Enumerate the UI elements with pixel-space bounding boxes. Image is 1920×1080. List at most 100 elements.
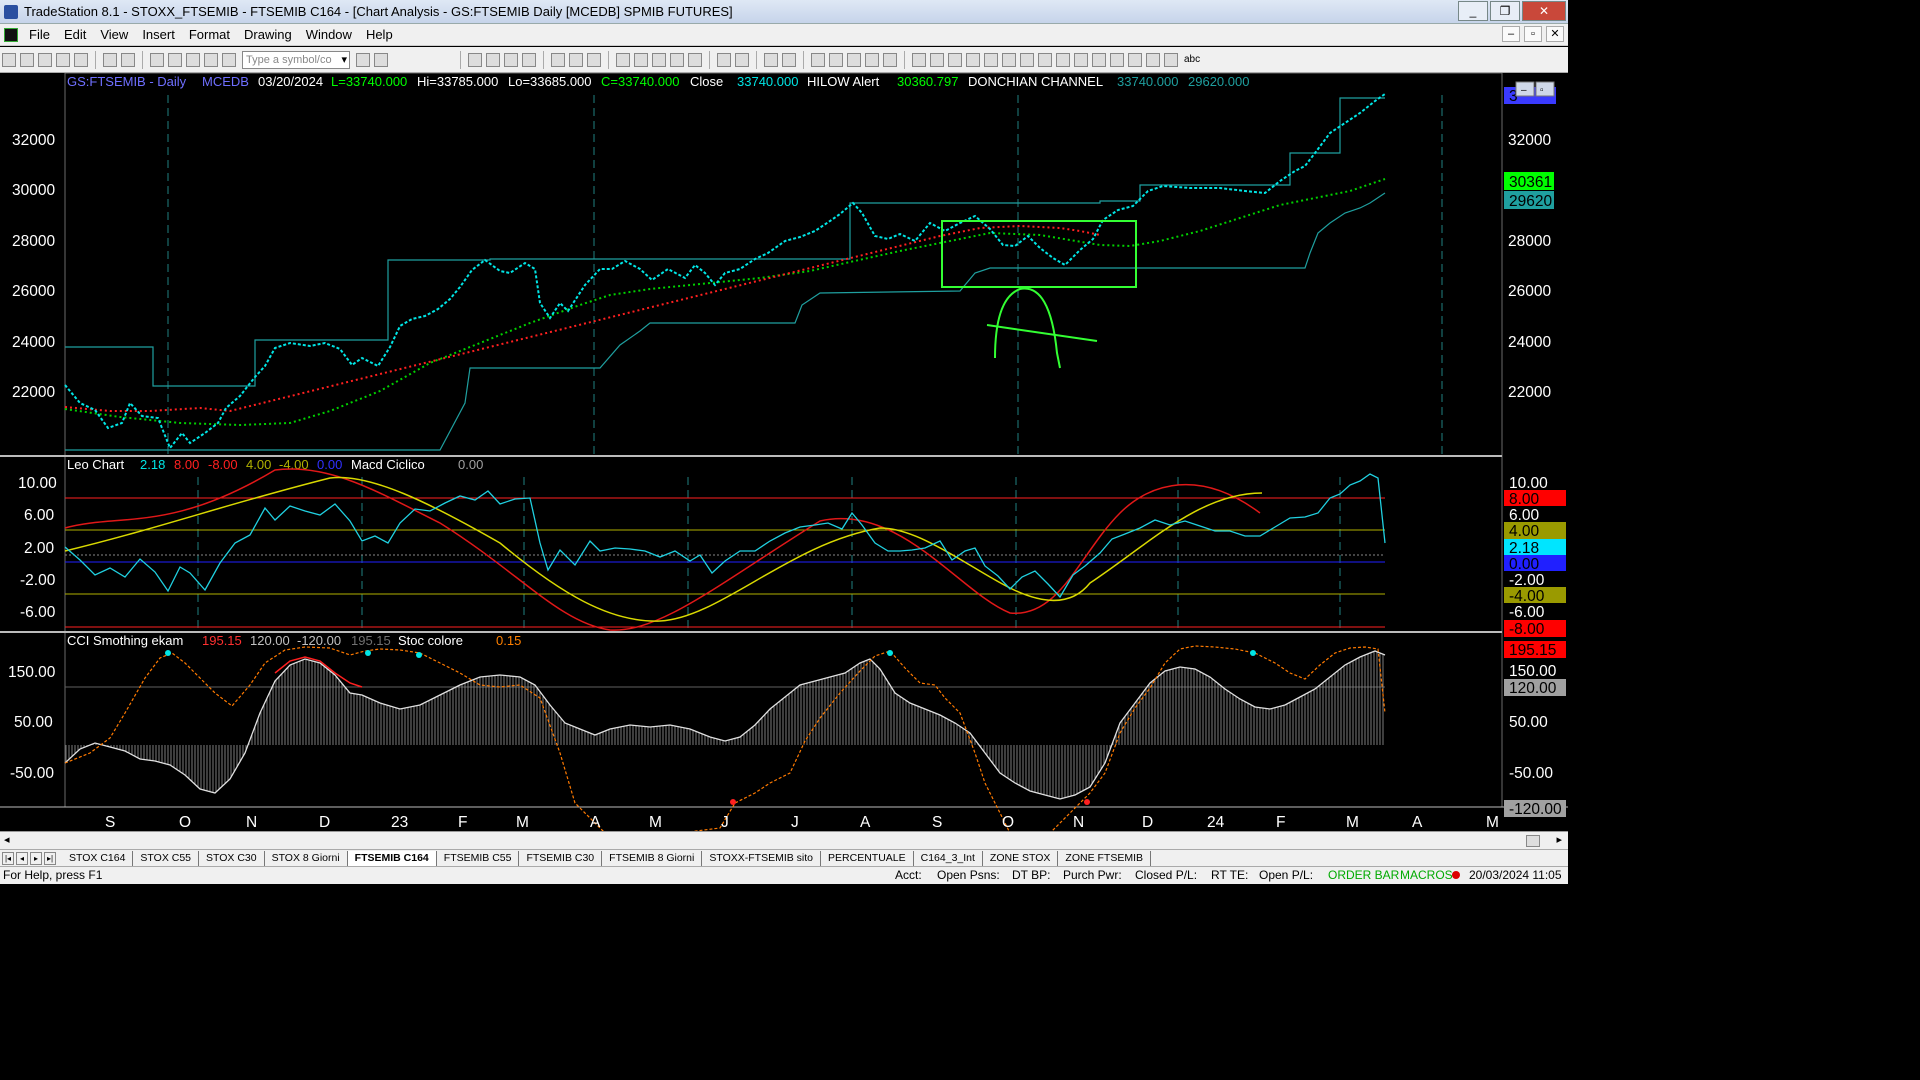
go-arrow-icon[interactable] (356, 52, 370, 67)
scanner-icon[interactable] (670, 52, 684, 67)
window-arrange-icon[interactable] (150, 52, 164, 67)
close-button[interactable]: ✕ (1522, 1, 1566, 21)
workspace-tab[interactable]: STOX 8 Giorni (265, 850, 348, 866)
chevron-down-icon[interactable]: ▾ (341, 53, 347, 66)
bar-chart-icon[interactable] (688, 52, 702, 67)
workspace-tab[interactable]: ZONE STOX (983, 850, 1059, 866)
find-symbol-icon[interactable] (374, 52, 388, 67)
horizontal-line-icon[interactable] (948, 52, 962, 67)
arrow-line-icon[interactable] (1020, 52, 1034, 67)
menu-format[interactable]: Format (188, 27, 230, 42)
print-preview-icon[interactable] (121, 52, 135, 67)
link-icon[interactable] (204, 52, 218, 67)
chart-icon[interactable] (616, 52, 630, 67)
pointer-icon[interactable] (811, 52, 825, 67)
speedline-icon[interactable] (1002, 52, 1016, 67)
annotation-rectangle[interactable] (941, 220, 1137, 288)
order-bar-button[interactable]: ORDER BAR (1328, 868, 1400, 882)
delete-drawings-icon[interactable] (883, 52, 897, 67)
move-icon[interactable] (829, 52, 843, 67)
axis-badge-text: 150.00 (1509, 663, 1557, 680)
matrix-icon[interactable] (652, 52, 666, 67)
workspace-tab[interactable]: C164_3_Int (914, 850, 983, 866)
menu-window[interactable]: Window (305, 27, 352, 42)
annotation-freehand-arc[interactable] (994, 287, 1061, 369)
open-icon[interactable] (20, 52, 34, 67)
grid-icon[interactable] (504, 52, 518, 67)
strategy-icon[interactable] (569, 52, 583, 67)
workspace-tab[interactable]: PERCENTUALE (821, 850, 914, 866)
scroll-right-icon[interactable]: ▸ (1556, 834, 1562, 846)
zoom-out-icon[interactable] (782, 52, 796, 67)
workspace-tab[interactable]: STOXX-FTSEMIB sito (702, 850, 822, 866)
menu-file[interactable]: File (29, 27, 50, 42)
ellipse-icon[interactable] (1146, 52, 1160, 67)
child-minimize-button[interactable]: – (1502, 26, 1520, 42)
workspace-tab[interactable]: FTSEMIB 8 Giorni (602, 850, 703, 866)
workspace-tab[interactable]: FTSEMIB C30 (519, 850, 603, 866)
axis-badge (1504, 490, 1566, 507)
symbol-input[interactable]: Type a symbol/co ▾ (242, 50, 350, 69)
arrow-up-icon[interactable] (1128, 52, 1142, 67)
layout2-icon[interactable] (486, 52, 500, 67)
annotation-freehand-line[interactable] (986, 324, 1098, 342)
print-icon[interactable] (103, 52, 117, 67)
workspace-tab[interactable]: FTSEMIB C164 (347, 850, 437, 866)
month-label: A (590, 814, 601, 831)
rectangle-icon[interactable] (1164, 52, 1178, 67)
cursor-icon[interactable] (717, 52, 731, 67)
folder-icon[interactable] (74, 52, 88, 67)
menu-help[interactable]: Help (365, 27, 393, 42)
radar-icon[interactable] (634, 52, 648, 67)
window-tile-icon[interactable] (168, 52, 182, 67)
scroll-left-icon[interactable]: ◂ (4, 834, 10, 846)
zoom-in-icon[interactable] (764, 52, 778, 67)
lock-icon[interactable] (186, 52, 200, 67)
horizontal-scrollbar[interactable]: ◂ ▸ (0, 831, 1568, 849)
trendline-icon[interactable] (912, 52, 926, 67)
globe-icon[interactable] (222, 52, 236, 67)
andrews-icon[interactable] (1056, 52, 1070, 67)
text-tool-icon[interactable]: abc (1184, 54, 1201, 65)
tools-icon[interactable] (847, 52, 861, 67)
menu-view[interactable]: View (100, 27, 129, 42)
channel-icon[interactable] (966, 52, 980, 67)
workspace-tab[interactable]: STOX C55 (133, 850, 199, 866)
embedded-window-buttons[interactable]: – ▫ (1515, 81, 1555, 97)
fib-icon[interactable] (930, 52, 944, 67)
maximize-button[interactable]: ❐ (1490, 1, 1520, 21)
chart-area[interactable]: GS:FTSEMIB - Daily MCEDB 03/20/2024 L=33… (0, 73, 1568, 831)
workspace-tab[interactable]: STOX C30 (199, 850, 265, 866)
workspace-tab[interactable]: FTSEMIB C55 (437, 850, 520, 866)
properties-icon[interactable] (865, 52, 879, 67)
tab-first-icon[interactable]: |◂ (2, 851, 14, 865)
crosshair-icon[interactable] (735, 52, 749, 67)
tab-prev-icon[interactable]: ◂ (16, 851, 28, 865)
arrow-down-icon[interactable] (1110, 52, 1124, 67)
layout-icon[interactable] (468, 52, 482, 67)
child-restore-button[interactable]: ▫ (1524, 26, 1542, 42)
freehand-icon[interactable] (1074, 52, 1088, 67)
save-icon[interactable] (38, 52, 52, 67)
gann-icon[interactable] (984, 52, 998, 67)
tab-last-icon[interactable]: ▸| (44, 851, 56, 865)
new-icon[interactable] (2, 52, 16, 67)
arc-icon[interactable] (1092, 52, 1106, 67)
macros-button[interactable]: MACROS (1400, 868, 1453, 882)
tab-next-icon[interactable]: ▸ (30, 851, 42, 865)
child-close-button[interactable]: ✕ (1546, 26, 1564, 42)
menu-insert[interactable]: Insert (142, 27, 175, 42)
parallel-lines-icon[interactable] (1038, 52, 1052, 67)
menu-edit[interactable]: Edit (63, 27, 87, 42)
minimize-button[interactable]: _ (1458, 1, 1488, 21)
osc-header-item: 2.18 (140, 457, 165, 472)
scroll-thumb[interactable] (1526, 835, 1540, 847)
workspace-icon[interactable] (56, 52, 70, 67)
indicator-icon[interactable] (551, 52, 565, 67)
workspace-tab[interactable]: STOX C164 (62, 850, 134, 866)
table-icon[interactable] (522, 52, 536, 67)
refresh-icon[interactable] (587, 52, 601, 67)
menu-drawing[interactable]: Drawing (244, 27, 292, 42)
price-tick-right: 26000 (1508, 283, 1551, 300)
workspace-tab[interactable]: ZONE FTSEMIB (1058, 850, 1151, 866)
